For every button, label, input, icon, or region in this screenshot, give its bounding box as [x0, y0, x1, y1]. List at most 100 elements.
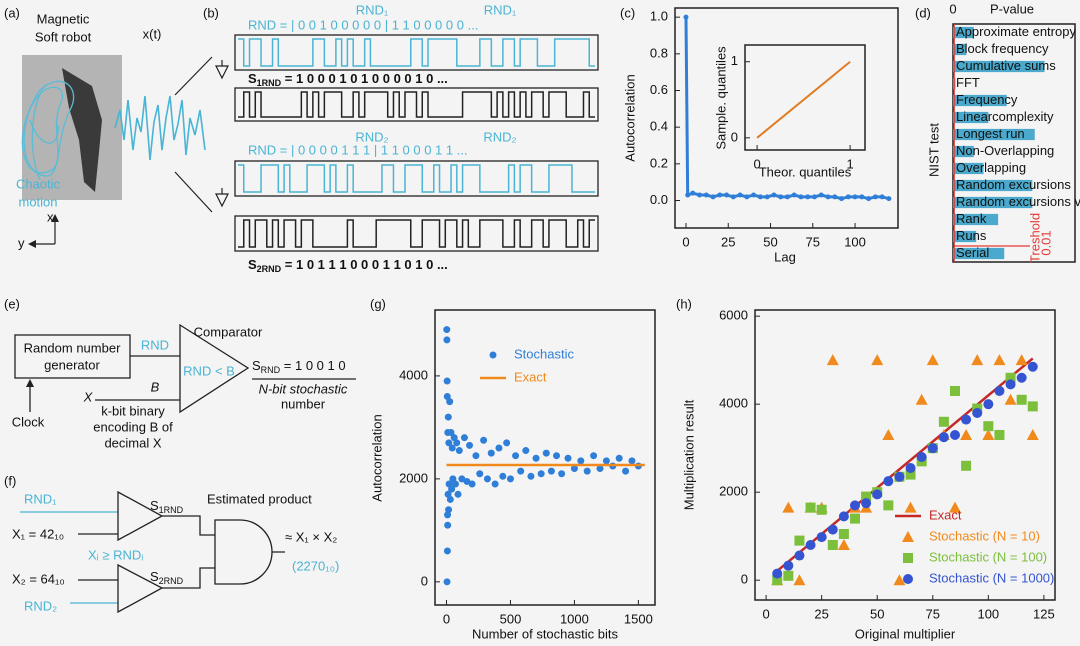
sequence-label: RND₂ [483, 129, 516, 144]
marker [783, 570, 794, 581]
category-label: Block frequency [956, 41, 1049, 56]
marker [542, 449, 550, 457]
marker [451, 480, 459, 488]
text-part: S [252, 358, 261, 373]
panel-label: (h) [676, 296, 692, 311]
signal-label: RND [141, 337, 169, 352]
marker [832, 194, 838, 200]
category-label: Overlapping [956, 160, 1026, 175]
marker [683, 14, 689, 20]
marker [443, 326, 451, 334]
bar [953, 145, 974, 158]
comparator-icon [215, 188, 229, 208]
y-tick-label: 0.8 [650, 45, 668, 60]
marker [783, 560, 794, 571]
marker [782, 501, 795, 513]
marker [444, 521, 452, 529]
line [756, 60, 851, 139]
x-axis-label: Original multiplier [855, 626, 956, 641]
waveform-frame [234, 87, 599, 122]
marker [602, 457, 610, 465]
marker [537, 470, 545, 478]
marker [791, 192, 797, 198]
annotation: Chaotic [16, 176, 61, 191]
bar [953, 247, 1005, 260]
marker [472, 452, 480, 460]
legend-swatch [903, 553, 913, 563]
marker [445, 506, 453, 514]
block-label: Random number [24, 340, 121, 355]
bar [953, 26, 974, 39]
y-tick-label: 1.0 [650, 9, 668, 24]
marker [512, 452, 520, 460]
bar [953, 128, 1035, 141]
bar [953, 43, 967, 56]
marker [798, 194, 804, 200]
plot-frame [434, 309, 656, 606]
marker [1016, 394, 1027, 405]
marker [446, 495, 454, 503]
panel-label: (f) [4, 473, 16, 488]
legend-swatch [489, 351, 497, 359]
marker [825, 194, 831, 200]
marker [570, 465, 578, 473]
bar [953, 94, 1007, 107]
text-part: S [150, 569, 159, 584]
marker [622, 467, 630, 475]
signal-label: S2RND [150, 569, 184, 586]
marker [784, 194, 790, 200]
y-tick-label: 0 [741, 572, 748, 587]
output-label: SRND = 1 0 0 1 0 [252, 358, 346, 375]
text-part: S [248, 257, 257, 272]
marker [615, 454, 623, 462]
x-tick-label: 0 [949, 1, 956, 16]
marker [816, 532, 827, 543]
subscript: 1RND [257, 78, 282, 88]
marker [764, 194, 770, 200]
marker [1015, 354, 1028, 366]
bar [953, 162, 984, 175]
marker [724, 192, 730, 198]
waveform [238, 38, 595, 67]
panel-label: (b) [203, 5, 219, 20]
marker [455, 447, 463, 455]
marker [1005, 372, 1016, 383]
marker [553, 452, 561, 460]
annotation: number [281, 396, 326, 411]
bit-sequence: S1RND = 1 0 0 0 1 0 1 0 0 0 0 1 0 ... [248, 71, 448, 88]
marker [487, 449, 495, 457]
panel-label: (c) [620, 5, 635, 20]
marker [827, 524, 838, 535]
text-part: S [248, 71, 257, 86]
marker [886, 196, 892, 202]
marker [905, 469, 916, 480]
marker [961, 460, 972, 471]
marker [893, 574, 906, 586]
text-part: = 1 0 0 0 1 0 1 0 0 0 0 1 0 ... [281, 71, 448, 86]
marker [927, 443, 938, 454]
marker [827, 539, 838, 550]
marker [894, 471, 905, 482]
marker [926, 354, 939, 366]
marker [448, 485, 456, 493]
marker [772, 575, 783, 586]
bar [953, 213, 999, 226]
marker [466, 441, 474, 449]
marker [697, 192, 703, 198]
legend-label: Stochastic [514, 346, 574, 361]
marker [837, 538, 850, 550]
marker [710, 194, 716, 200]
marker [805, 194, 811, 200]
marker [983, 399, 994, 410]
comparator [117, 563, 164, 614]
category-label: Cumulative sums [956, 58, 1056, 73]
marker [506, 475, 514, 483]
marker [982, 428, 995, 440]
sequence-label: RND₁ [484, 2, 517, 17]
category-label: Frequency [956, 92, 1018, 107]
marker [751, 192, 757, 198]
marker [443, 578, 451, 586]
signal-label: X [83, 389, 94, 404]
bit-sequence: S2RND = 1 0 1 1 1 0 0 0 1 1 0 1 0 ... [248, 257, 448, 274]
block-label: Clock [12, 414, 45, 429]
